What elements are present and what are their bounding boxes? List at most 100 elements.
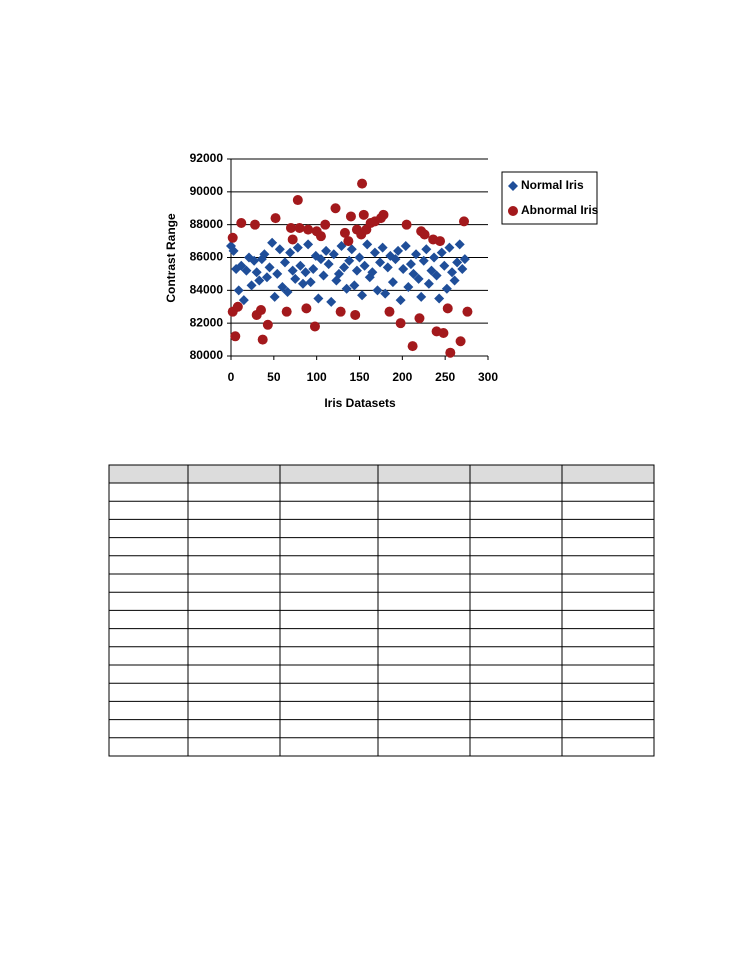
point: [300, 267, 311, 278]
point: [232, 301, 243, 312]
point: [308, 263, 319, 274]
y-axis-label: Contrast Range: [164, 213, 178, 303]
point: [436, 247, 447, 258]
y-tick-label: 92000: [190, 151, 224, 165]
point: [339, 262, 350, 273]
point: [351, 265, 362, 276]
point: [454, 239, 465, 250]
point: [431, 270, 442, 281]
point: [255, 305, 266, 316]
point: [274, 244, 285, 255]
point: [441, 283, 452, 294]
point: [326, 296, 337, 307]
point: [328, 249, 339, 260]
table-header: [108, 464, 655, 484]
point: [285, 222, 296, 233]
point: [426, 265, 437, 276]
empty-table: [108, 464, 655, 757]
point: [262, 319, 273, 330]
point: [264, 262, 275, 273]
legend-label: Normal Iris: [521, 178, 584, 192]
point: [315, 231, 326, 242]
point: [315, 254, 326, 265]
point: [292, 242, 303, 253]
point: [285, 247, 296, 258]
point: [416, 291, 427, 302]
point: [413, 273, 424, 284]
point: [354, 252, 365, 263]
point: [369, 247, 380, 258]
point: [372, 285, 383, 296]
point: [421, 244, 432, 255]
point: [429, 252, 440, 263]
point: [442, 303, 453, 314]
point: [281, 306, 292, 317]
point: [378, 209, 389, 220]
point: [375, 257, 386, 268]
point: [294, 222, 305, 233]
point: [303, 224, 314, 235]
point: [382, 262, 393, 273]
point: [390, 254, 401, 265]
y-tick-label: 86000: [190, 250, 224, 264]
point: [405, 259, 416, 270]
legend-label: Abnormal Iris: [521, 203, 599, 217]
point: [303, 239, 314, 250]
point: [290, 273, 301, 284]
point: [395, 318, 406, 329]
point: [236, 260, 247, 271]
legend-marker: [508, 206, 518, 216]
point: [313, 293, 324, 304]
point: [349, 280, 360, 291]
point: [380, 288, 391, 299]
y-tick-label: 80000: [190, 348, 224, 362]
point: [238, 295, 249, 306]
point: [455, 336, 466, 347]
point: [377, 242, 388, 253]
point: [251, 267, 262, 278]
point: [435, 236, 446, 247]
x-tick-label: 0: [228, 370, 235, 384]
point: [358, 209, 369, 220]
point: [462, 306, 473, 317]
point: [259, 249, 270, 260]
point: [357, 178, 368, 189]
point: [438, 328, 449, 339]
point: [401, 219, 412, 230]
x-tick-label: 150: [349, 370, 369, 384]
point: [254, 275, 265, 286]
legend-box: [501, 171, 598, 225]
point: [343, 236, 354, 247]
point: [403, 282, 414, 293]
x-tick-label: 200: [392, 370, 412, 384]
point: [330, 203, 341, 214]
point: [320, 219, 331, 230]
point: [261, 272, 272, 283]
x-tick-label: 250: [435, 370, 455, 384]
point: [323, 259, 334, 270]
point: [457, 263, 468, 274]
point: [279, 257, 290, 268]
y-tick-label: 90000: [190, 184, 224, 198]
point: [384, 306, 395, 317]
y-tick-label: 84000: [190, 283, 224, 297]
x-axis-label: Iris Datasets: [324, 396, 396, 410]
point: [362, 239, 373, 250]
x-tick-label: 300: [478, 370, 498, 384]
point: [272, 268, 283, 279]
point: [407, 341, 418, 352]
point: [287, 234, 298, 245]
point: [346, 244, 357, 255]
point: [393, 245, 404, 256]
point: [445, 347, 456, 358]
point: [350, 309, 361, 320]
point: [282, 286, 293, 297]
point: [318, 270, 329, 281]
point: [408, 268, 419, 279]
point: [269, 291, 280, 302]
y-tick-label: 88000: [190, 217, 224, 231]
point: [246, 280, 257, 291]
point: [277, 282, 288, 293]
point: [339, 227, 350, 238]
